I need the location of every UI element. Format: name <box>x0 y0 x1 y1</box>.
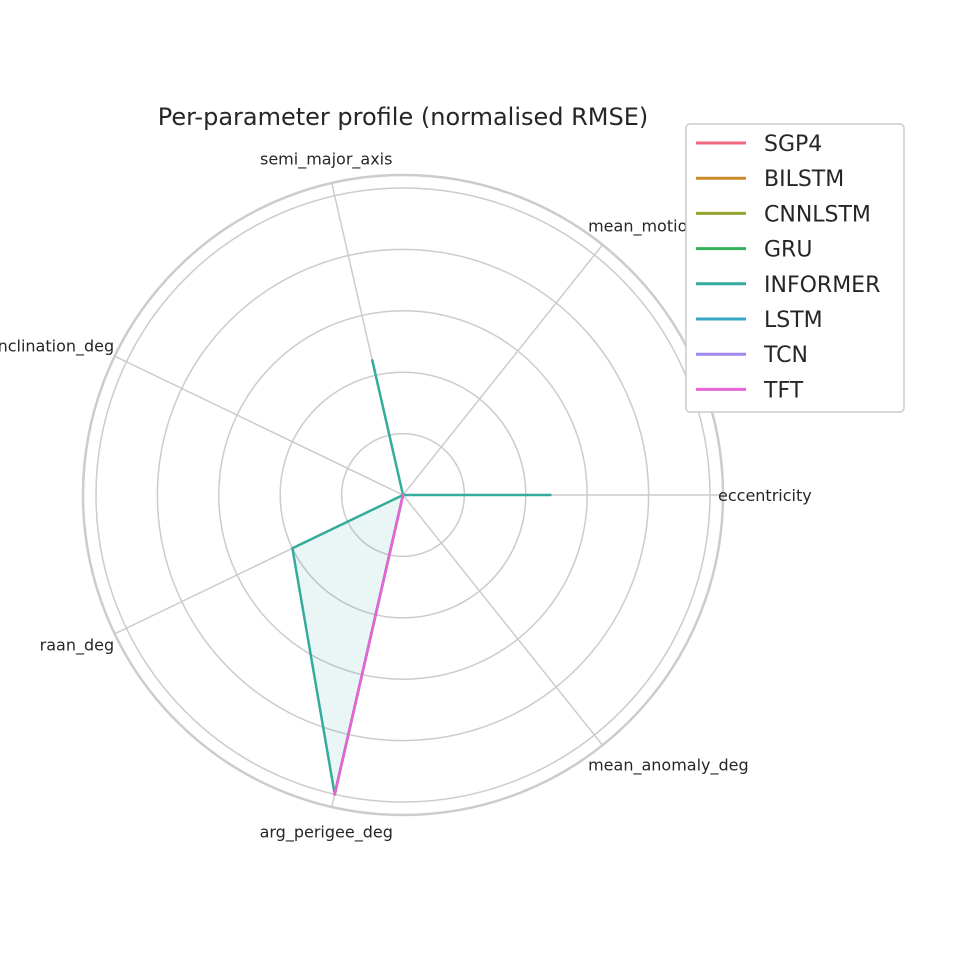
legend-label: SGP4 <box>764 132 822 157</box>
legend-item-tcn: TCN <box>696 343 808 368</box>
chart-title: Per-parameter profile (normalised RMSE) <box>158 103 649 131</box>
axis-label-inclination-deg: inclination_deg <box>0 336 114 356</box>
legend-item-bilstm: BILSTM <box>696 167 844 192</box>
grid-spoke <box>402 244 604 496</box>
legend-item-cnnlstm: CNNLSTM <box>696 202 871 227</box>
axis-label-mean-anomaly-deg: mean_anomaly_deg <box>588 756 749 776</box>
legend-label: TFT <box>763 378 804 403</box>
axis-label-raan-deg: raan_deg <box>40 636 114 656</box>
grid-spoke <box>402 494 604 746</box>
axis-label-eccentricity: eccentricity <box>718 486 812 505</box>
axis-labels: eccentricity mean_motion semi_major_axisin… <box>0 150 812 843</box>
grid-spoke <box>114 355 404 496</box>
legend-label: BILSTM <box>764 167 844 192</box>
legend: SGP4 BILSTM CNNLSTM GRU INFORMER LSTM TCN TFT <box>685 123 905 413</box>
legend-label: INFORMER <box>764 273 880 298</box>
legend-item-lstm: LSTM <box>696 308 823 333</box>
axis-label-mean-motion: mean_motion <box>588 216 697 236</box>
legend-item-tft: TFT <box>696 378 804 403</box>
series-tft <box>333 493 405 796</box>
radar-series <box>291 359 552 796</box>
legend-label: CNNLSTM <box>764 202 871 227</box>
legend-label: LSTM <box>764 308 823 333</box>
legend-item-gru: GRU <box>696 238 812 263</box>
axis-label-arg-perigee-deg: arg_perigee_deg <box>260 822 393 842</box>
series-informer <box>291 359 552 796</box>
legend-frame <box>685 123 905 413</box>
legend-label: TCN <box>763 343 808 368</box>
legend-item-sgp4: SGP4 <box>696 132 822 157</box>
legend-label: GRU <box>764 238 812 263</box>
axis-label-semi-major-axis: semi_major_axis <box>260 150 392 170</box>
legend-item-informer: INFORMER <box>696 273 880 298</box>
